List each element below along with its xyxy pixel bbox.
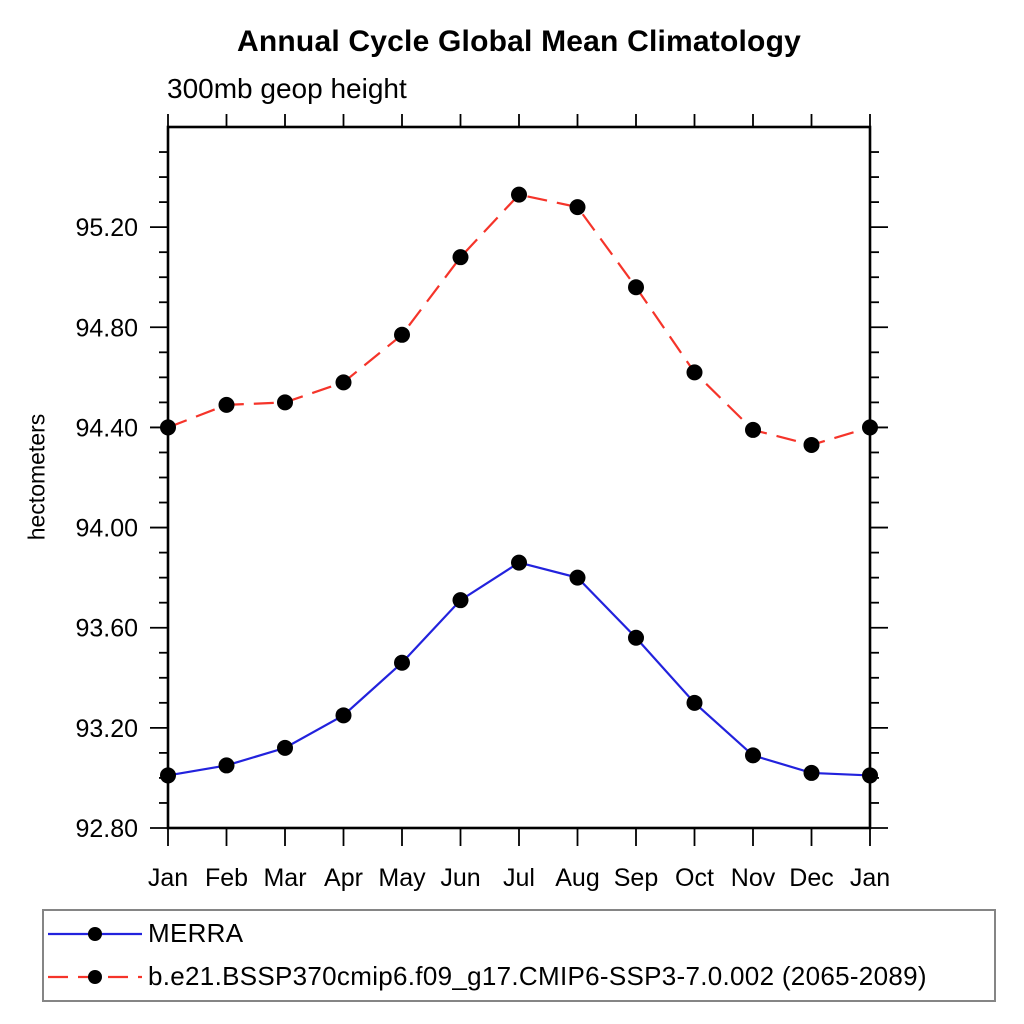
x-tick-label: Jun (440, 864, 480, 892)
data-point-model (452, 249, 469, 266)
legend-item-merra: MERRA (44, 913, 994, 954)
y-tick-label: 95.20 (75, 214, 138, 242)
data-point-merra (452, 592, 469, 609)
data-point-merra (394, 654, 410, 671)
x-tick-label: Dec (789, 864, 833, 892)
legend-item-model: b.e21.BSSP370cmip6.f09_g17.CMIP6-SSP3-7.… (44, 956, 994, 997)
data-point-merra (335, 707, 352, 724)
legend-line-sample-model (48, 969, 142, 984)
legend-line-sample-merra (48, 926, 142, 941)
data-point-model (511, 186, 527, 203)
chart-title: Annual Cycle Global Mean Climatology (237, 25, 801, 58)
data-point-merra (511, 554, 527, 571)
legend-label-model: b.e21.BSSP370cmip6.f09_g17.CMIP6-SSP3-7.… (148, 961, 927, 991)
data-point-merra (628, 629, 644, 646)
plot-area: Jan Feb Mar Apr May Jun Jul Aug Sep Oct Nov Dec Jan 9… (75, 114, 890, 892)
series-line-model (167, 193, 871, 447)
x-tick-label: Jul (503, 864, 535, 892)
series-line-merra (167, 561, 871, 777)
data-point-model (160, 419, 176, 436)
plot-frame (166, 125, 872, 830)
data-point-model (569, 199, 586, 216)
x-tick-label: Jan (148, 864, 188, 892)
y-tick-label: 93.60 (75, 615, 138, 643)
data-point-model (394, 326, 410, 343)
data-point-merra (686, 694, 703, 711)
data-point-merra (862, 767, 878, 784)
data-point-merra (745, 747, 761, 764)
x-tick-label: Aug (555, 864, 599, 892)
x-tick-label: Mar (263, 864, 306, 892)
y-tick-label: 94.80 (75, 314, 138, 342)
data-point-model (628, 279, 644, 296)
data-point-merra (160, 767, 176, 784)
chart-subtitle: 300mb geop height (167, 73, 407, 104)
data-point-merra (569, 569, 586, 586)
y-tick-label: 93.20 (75, 715, 138, 743)
data-point-model (277, 394, 293, 411)
data-point-model (862, 419, 878, 436)
y-tick-label: 94.00 (75, 515, 138, 543)
data-point-model (745, 421, 761, 438)
x-tick-label: Jan (850, 864, 890, 892)
data-point-model (335, 374, 352, 391)
data-point-model (218, 396, 235, 413)
data-point-model (803, 436, 820, 453)
x-tick-label: May (378, 864, 426, 892)
legend-label-merra: MERRA (148, 918, 244, 948)
x-tick-label: Feb (205, 864, 248, 892)
y-tick-label: 94.40 (75, 414, 138, 442)
data-point-merra (803, 764, 820, 781)
legend-box: MERRA b.e21.BSSP370cmip6.f09_g17.CMIP6-S… (42, 909, 996, 1002)
data-point-merra (218, 757, 235, 774)
x-tick-label: Nov (731, 864, 776, 892)
x-tick-label: Oct (675, 864, 714, 892)
y-tick-label: 92.80 (75, 815, 138, 843)
x-tick-label: Apr (324, 864, 363, 892)
legend-marker-dot (88, 926, 102, 941)
data-point-merra (277, 739, 293, 756)
data-point-model (686, 364, 703, 381)
x-tick-label: Sep (614, 864, 658, 892)
legend-marker-dot (88, 969, 102, 984)
